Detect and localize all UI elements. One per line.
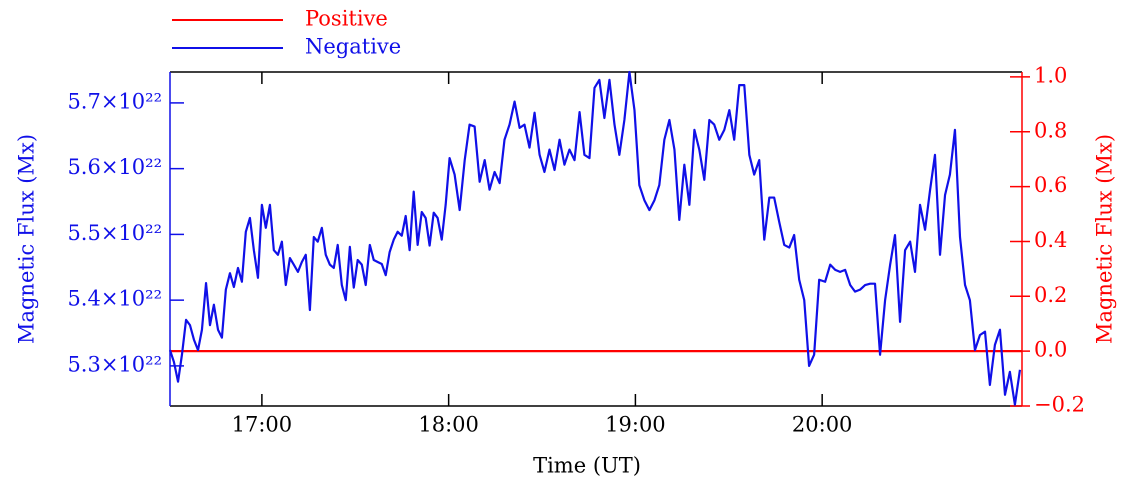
y2-tick-label: −0.2 xyxy=(1034,393,1085,417)
y-tick-label: 5.4×10²² xyxy=(67,287,162,311)
y2-tick-label: 0.0 xyxy=(1034,338,1067,362)
x-tick-label: 17:00 xyxy=(232,413,293,437)
y-tick-label: 5.3×10²² xyxy=(67,352,162,376)
x-tick-label: 20:00 xyxy=(792,413,853,437)
legend-label: Positive xyxy=(305,7,388,31)
y2-tick-label: 1.0 xyxy=(1034,63,1067,87)
y-axis-title: Magnetic Flux (Mx) xyxy=(15,134,39,344)
y2-tick-label: 0.2 xyxy=(1034,283,1067,307)
data-line xyxy=(168,70,1022,406)
y-tick-label: 5.5×10²² xyxy=(67,221,162,245)
x-tick-label: 19:00 xyxy=(605,413,666,437)
y-tick-label: 5.6×10²² xyxy=(67,155,162,179)
legend-label: Negative xyxy=(305,35,401,59)
x-axis-title: Time (UT) xyxy=(533,454,641,478)
y2-tick-label: 0.8 xyxy=(1034,118,1067,142)
y2-tick-label: 0.4 xyxy=(1034,228,1067,252)
y2-axis-title: Magnetic Flux (Mx) xyxy=(1093,134,1117,344)
y2-tick-label: 0.6 xyxy=(1034,173,1067,197)
x-tick-label: 18:00 xyxy=(418,413,479,437)
y-tick-label: 5.7×10²² xyxy=(67,89,162,113)
